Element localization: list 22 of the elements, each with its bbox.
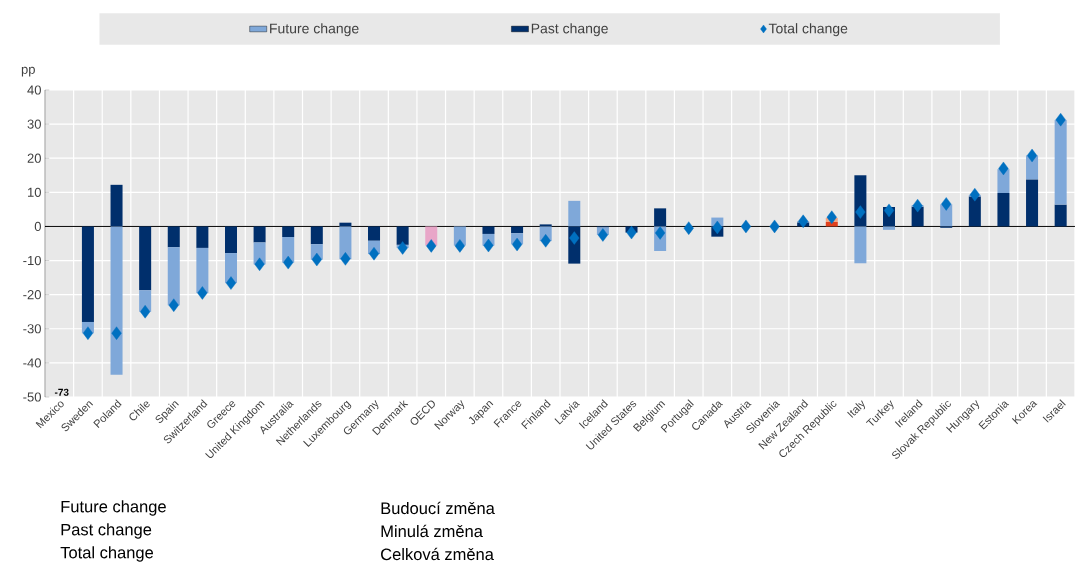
y-tick-label: -50 [23, 392, 41, 402]
legend-label: Total change [768, 23, 848, 37]
text: Budoucí změna [381, 501, 495, 515]
y-tick-label: 0 [34, 221, 41, 232]
legend-label: Past change [531, 23, 608, 37]
y-tick-label: 30 [27, 119, 41, 129]
text: Minulá změna [381, 524, 483, 538]
y-tick-label: -30 [23, 324, 41, 334]
legend-label: Future change [270, 23, 359, 37]
y-tick-label: -10 [23, 255, 41, 266]
y-tick-label: 40 [27, 85, 41, 95]
text: Celková změna [381, 547, 494, 561]
y-tick-label: 10 [28, 187, 41, 197]
text: Past change [61, 523, 152, 539]
y-tick-label: 20 [27, 153, 41, 163]
x-tick-label: Italy [847, 400, 865, 418]
y-axis-title: pp [21, 66, 35, 77]
text: Total change [60, 546, 154, 562]
y-tick-label: -20 [23, 290, 41, 300]
text: Future change [61, 500, 166, 516]
text: -73 [54, 388, 69, 396]
y-tick-label: -40 [23, 358, 41, 368]
